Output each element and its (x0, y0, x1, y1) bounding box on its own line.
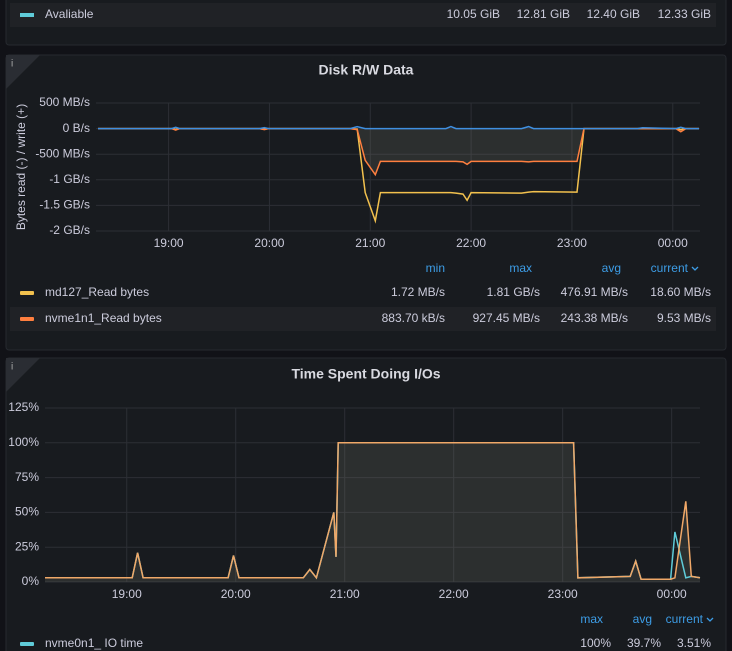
x-tick-label: 23:00 (548, 587, 578, 601)
legend-value: 12.33 GiB (658, 7, 711, 21)
legend-header: current (666, 612, 704, 626)
x-tick-label: 20:00 (254, 236, 284, 250)
sort-chevron (691, 266, 699, 271)
y-tick-label: 100% (8, 435, 39, 449)
x-tick-label: 19:00 (154, 236, 184, 250)
legend-value: 883.70 kB/s (382, 311, 445, 325)
legend-header: min (426, 261, 445, 275)
legend-swatch (20, 317, 34, 321)
legend-name: md127_Read bytes (45, 285, 149, 299)
legend-value: 1.81 GB/s (487, 285, 540, 299)
x-tick-label: 00:00 (658, 236, 688, 250)
legend-name: nvme0n1_ IO time (45, 636, 143, 650)
x-tick-label: 19:00 (112, 587, 142, 601)
y-tick-label: -500 MB/s (35, 146, 90, 160)
info-icon: i (11, 59, 13, 70)
chart-title: Time Spent Doing I/Os (291, 366, 440, 382)
legend-row-bg (10, 307, 716, 331)
legend-value: 12.81 GiB (517, 7, 570, 21)
chart-title: Disk R/W Data (319, 62, 414, 78)
x-tick-label: 21:00 (355, 236, 385, 250)
legend-value: 100% (580, 636, 611, 650)
legend-swatch (20, 642, 34, 646)
x-tick-label: 22:00 (439, 587, 469, 601)
series-area (45, 442, 700, 582)
legend-swatch (20, 13, 34, 17)
legend-name: Avaliable (45, 7, 94, 21)
y-tick-label: 125% (8, 400, 39, 414)
x-tick-label: 20:00 (221, 587, 251, 601)
legend-value: 476.91 MB/s (561, 285, 628, 299)
y-tick-label: -1.5 GB/s (39, 198, 90, 212)
legend-value: 243.38 MB/s (561, 311, 628, 325)
x-tick-label: 21:00 (330, 587, 360, 601)
legend-header: avg (602, 261, 621, 275)
y-axis-label: Bytes read (-) / write (+) (14, 104, 28, 230)
info-corner[interactable] (6, 55, 40, 89)
panel (5, 54, 727, 351)
legend-row-bg (10, 3, 716, 27)
x-tick-label: 22:00 (456, 236, 486, 250)
y-tick-label: -1 GB/s (49, 172, 90, 186)
x-tick-label: 23:00 (557, 236, 587, 250)
x-tick-label: 00:00 (657, 587, 687, 601)
y-tick-label: -2 GB/s (49, 223, 90, 237)
legend-value: 39.7% (627, 636, 661, 650)
info-corner[interactable] (6, 358, 40, 392)
legend-header: current (651, 261, 689, 275)
legend-swatch (20, 291, 34, 295)
series-line (98, 125, 699, 130)
y-tick-label: 25% (15, 539, 39, 553)
legend-header: max (509, 261, 532, 275)
legend-value: 1.72 MB/s (391, 285, 445, 299)
legend-value: 3.51% (677, 636, 711, 650)
y-tick-label: 0 B/s (63, 121, 90, 135)
y-tick-label: 50% (15, 505, 39, 519)
legend-value: 12.40 GiB (587, 7, 640, 21)
legend-header: avg (633, 612, 652, 626)
legend-value: 927.45 MB/s (473, 311, 540, 325)
legend-header: max (580, 612, 603, 626)
legend-value: 10.05 GiB (447, 7, 500, 21)
y-tick-label: 75% (15, 470, 39, 484)
series-area (98, 128, 699, 175)
y-tick-label: 0% (22, 574, 40, 588)
sort-chevron (706, 617, 714, 622)
legend-value: 9.53 MB/s (657, 311, 711, 325)
legend-value: 18.60 MB/s (650, 285, 711, 299)
y-tick-label: 500 MB/s (39, 95, 90, 109)
legend-name: nvme1n1_Read bytes (45, 311, 162, 325)
series-line (45, 442, 701, 580)
info-icon: i (11, 362, 13, 373)
